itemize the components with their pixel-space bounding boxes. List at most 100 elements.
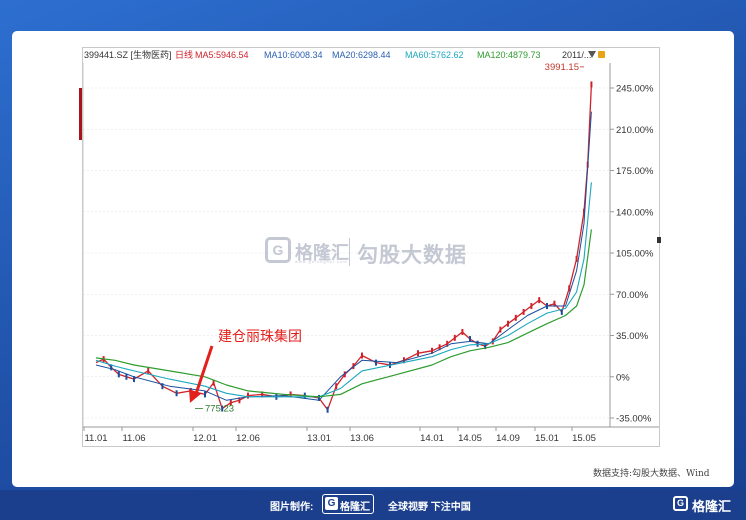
price-candle <box>204 391 206 398</box>
price-candle <box>446 340 449 347</box>
price-candle <box>514 314 517 321</box>
x-tick-label: 11.06 <box>122 433 145 444</box>
y-tick-label: 35.00% <box>616 331 649 342</box>
source-note: 数据支持:勾股大数据、Wind <box>593 469 710 479</box>
y-tick-label: 210.00% <box>616 125 654 136</box>
y-tick-label: 105.00% <box>616 249 654 260</box>
y-tick-label: 175.00% <box>616 166 654 177</box>
y-tick-label: 245.00% <box>616 84 654 95</box>
y-tick-label: 0% <box>616 372 630 383</box>
price-candle <box>117 371 120 378</box>
price-candle <box>538 297 541 304</box>
price-candle <box>229 399 232 406</box>
chart-legend: 399441.SZ [生物医药] 日线 MA5:5946.54 MA10:600… <box>82 48 610 62</box>
price-candle <box>583 208 585 215</box>
price-candle <box>499 326 502 333</box>
price-candle <box>238 397 241 404</box>
price-candle <box>361 352 363 359</box>
price-candle <box>438 344 441 351</box>
legend-ma20: MA20:6298.44 <box>332 50 391 60</box>
x-tick-label: 13.06 <box>350 433 374 444</box>
y-tick-label: 70.00% <box>616 290 649 301</box>
price-candle <box>175 390 178 397</box>
price-candle <box>590 81 593 88</box>
price-candle <box>530 303 533 310</box>
legend-stock: 399441.SZ [生物医药] <box>84 50 172 60</box>
price-candle <box>461 328 464 335</box>
price-candle <box>560 308 563 315</box>
price-candle <box>522 308 525 315</box>
price-candle <box>221 405 224 412</box>
legend-ma60: MA60:5762.62 <box>405 50 464 60</box>
x-tick-label: 15.05 <box>572 433 596 444</box>
footer-logo-icon: G <box>325 497 338 510</box>
footer-slogan: 全球视野 下注中国 <box>388 502 471 513</box>
price-candle <box>375 359 377 366</box>
legend-ma10: MA10:6008.34 <box>264 50 323 60</box>
x-tick-label: 12.06 <box>236 433 260 444</box>
legend-period[interactable]: 2011/... <box>562 50 592 60</box>
watermark-separator <box>349 238 350 266</box>
watermark-logo-icon: G <box>265 237 291 263</box>
footer-right-logo-icon: G <box>673 496 688 511</box>
price-candle <box>575 255 578 262</box>
series-ma10 <box>95 111 592 401</box>
chart-marks: 775.23 3991.15 建仓丽珠集团 <box>189 62 584 415</box>
legend-ma120: MA120:4879.73 <box>477 50 541 60</box>
callout-arrow-shaft <box>193 345 214 398</box>
price-candle <box>343 371 346 378</box>
price-candle <box>453 334 456 341</box>
x-tick-label: 14.09 <box>496 433 520 444</box>
footer-logo-text: 格隆汇 <box>340 502 370 513</box>
right-edge-marker <box>657 237 661 243</box>
dropdown-triangle-icon[interactable] <box>588 51 596 58</box>
price-candle <box>553 300 556 307</box>
price-candle <box>417 350 419 357</box>
price-candle <box>469 336 471 343</box>
lock-icon[interactable] <box>598 51 605 58</box>
watermark-source: 勾股大数据 <box>357 244 467 267</box>
footer-right-logo-text: 格隆汇 <box>692 499 732 514</box>
price-candle <box>507 320 509 327</box>
price-candle <box>247 392 249 399</box>
chart-series <box>95 81 593 413</box>
price-candle <box>476 340 479 347</box>
high-label: 3991.15 <box>545 62 579 73</box>
side-marker <box>79 88 82 140</box>
x-tick-label: 15.01 <box>535 433 559 444</box>
x-tick-label: 12.01 <box>193 433 217 444</box>
watermark-brand: 格隆汇 <box>295 243 349 263</box>
footer-logo-box <box>322 494 374 514</box>
chart-axes: 245.00% 210.00% 175.00% 140.00% 105.00% 70.00… <box>82 63 659 444</box>
x-tick-label: 13.01 <box>307 433 331 444</box>
price-candle <box>318 394 320 401</box>
x-tick-label: 14.01 <box>420 433 444 444</box>
callout-text: 建仓丽珠集团 <box>218 328 302 345</box>
y-tick-label: 140.00% <box>616 207 654 218</box>
price-candle <box>431 347 433 354</box>
price-candle <box>261 391 264 398</box>
low-label: 775.23 <box>205 404 234 415</box>
watermark-sub: www.gelonghui.com <box>295 259 348 264</box>
price-candle <box>110 364 113 371</box>
price-candle <box>335 383 338 390</box>
price-candle <box>161 383 164 390</box>
legend-frequency[interactable]: 日线 <box>175 50 194 60</box>
series-ma120 <box>95 229 592 398</box>
price-candle <box>568 285 571 292</box>
price-candle <box>352 363 355 370</box>
footer-made-by: 图片制作: <box>270 502 314 513</box>
x-tick-label: 11.01 <box>84 433 107 444</box>
x-tick-label: 14.05 <box>458 433 482 444</box>
price-candle <box>133 376 135 383</box>
price-candle <box>125 373 128 380</box>
price-candle <box>484 343 487 350</box>
legend-ma5: MA5:5946.54 <box>195 50 249 60</box>
price-candle <box>326 406 329 413</box>
price-candle <box>147 367 150 374</box>
y-tick-label: -35.00% <box>616 414 652 425</box>
callout-arrow-head <box>189 388 201 403</box>
price-candle <box>212 379 215 386</box>
series-ma60 <box>95 182 592 398</box>
